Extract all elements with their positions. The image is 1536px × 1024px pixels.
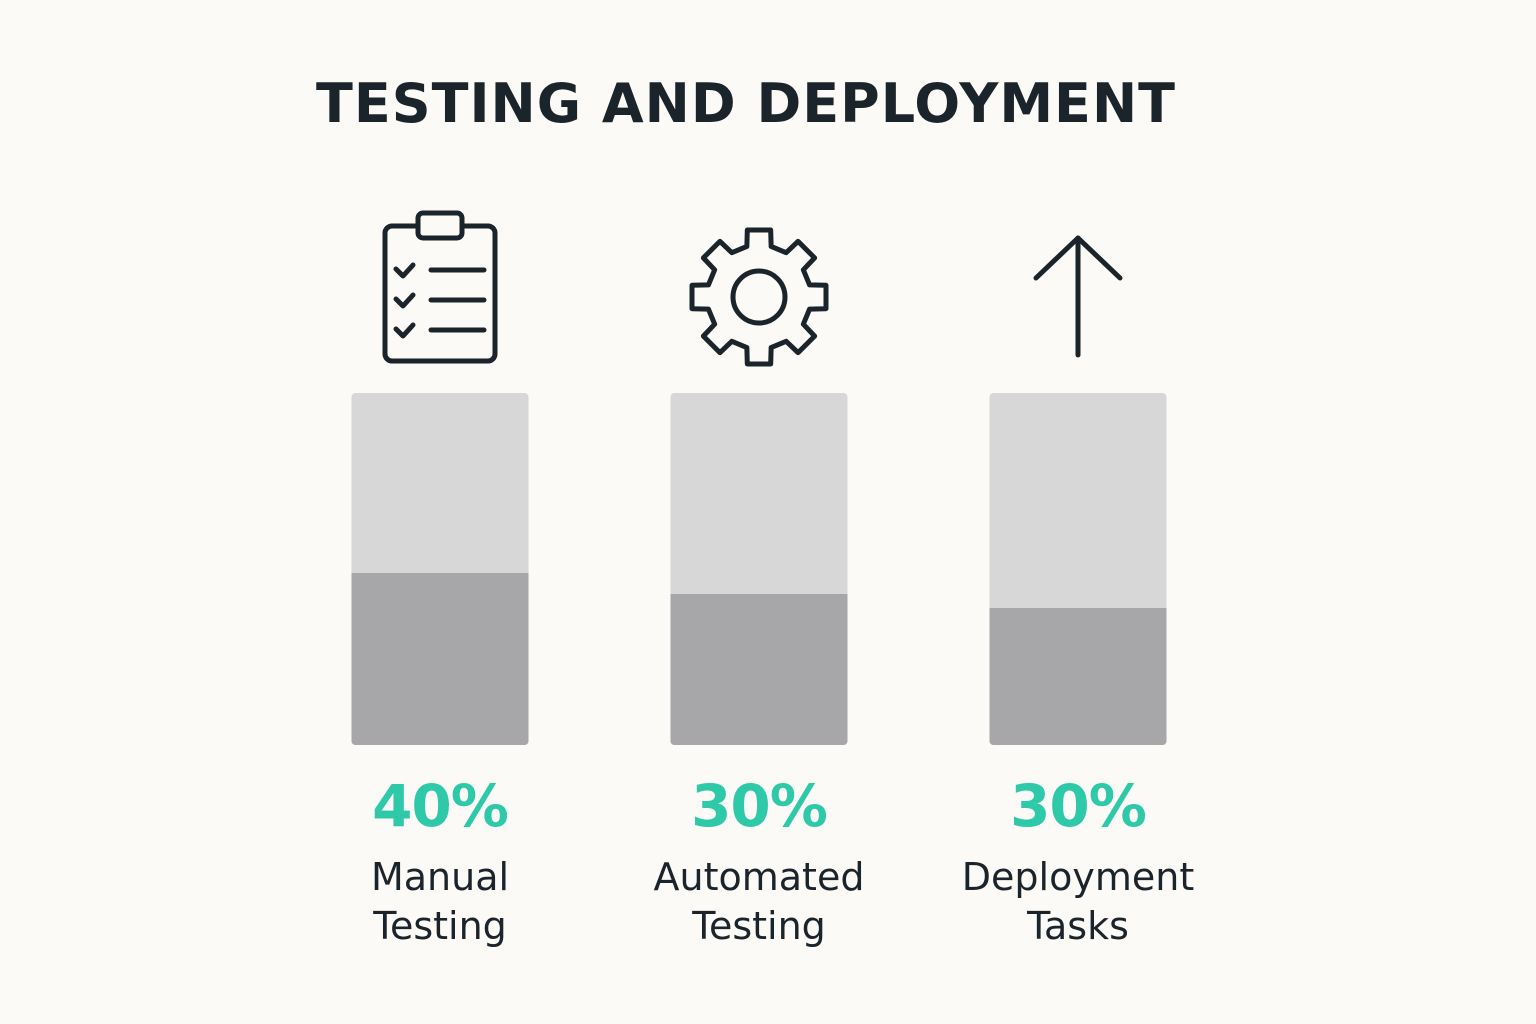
category-label-line2: Testing <box>373 904 507 948</box>
bar-manual-testing <box>351 572 529 745</box>
clipboard-checklist-icon <box>382 210 498 364</box>
category-label-line1: Manual <box>370 855 510 899</box>
value-label: 30% <box>691 772 828 840</box>
bar-track <box>670 393 848 745</box>
column-manual-testing: 40% Manual Testing <box>310 0 570 1024</box>
column-automated-testing: 30% Automated Testing <box>629 0 889 1024</box>
gear-icon <box>689 227 829 367</box>
bar-deployment-tasks <box>989 607 1167 745</box>
category-label-line1: Automated <box>653 855 865 899</box>
bar-automated-testing <box>670 593 848 745</box>
bar-track <box>351 393 529 745</box>
gear-outline <box>689 227 829 367</box>
value-label: 40% <box>372 772 509 840</box>
column-deployment-tasks: 30% Deployment Tasks <box>948 0 1208 1024</box>
up-arrow-icon <box>1033 235 1123 358</box>
category-label-line2: Testing <box>692 904 826 948</box>
chart-title: TESTING AND DEPLOYMENT <box>316 72 1176 135</box>
category-label-line1: Deployment <box>961 855 1195 899</box>
bar-track <box>989 393 1167 745</box>
value-label: 30% <box>1010 772 1147 840</box>
category-label-line2: Tasks <box>1027 904 1129 948</box>
